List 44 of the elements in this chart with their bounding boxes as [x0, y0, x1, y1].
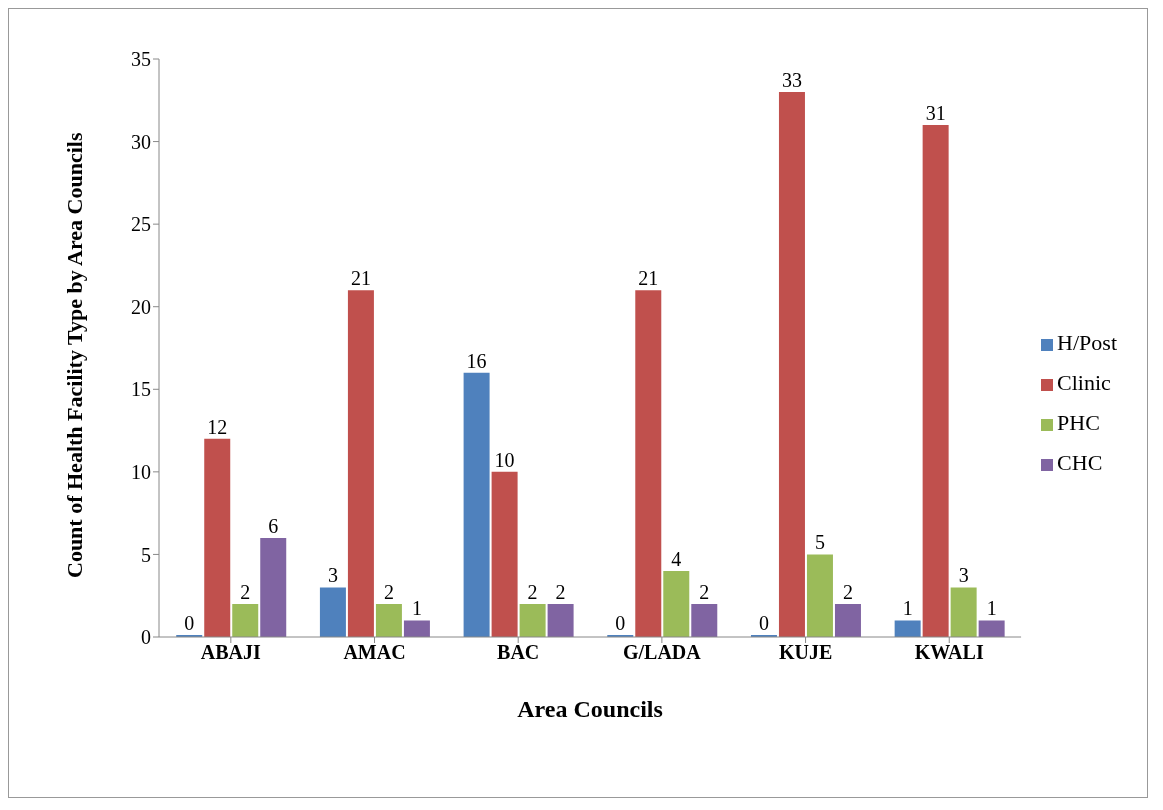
data-label: 1: [902, 597, 913, 620]
data-label: 1: [411, 597, 422, 620]
x-tick-label: KUJE: [778, 641, 833, 664]
data-label: 5: [814, 531, 825, 554]
legend-label: CHC: [1057, 450, 1103, 475]
data-label: 12: [207, 415, 228, 438]
legend-label: Clinic: [1057, 370, 1111, 395]
data-label: 16: [466, 349, 487, 372]
y-tick-label: 35: [131, 48, 151, 71]
legend-label: H/Post: [1057, 330, 1117, 355]
data-label: 2: [555, 580, 566, 603]
data-label: 10: [494, 448, 515, 471]
x-tick-label: ABAJI: [200, 641, 262, 664]
data-label: 31: [925, 102, 946, 125]
data-label: 0: [184, 612, 195, 634]
x-axis-title: Area Councils: [517, 696, 663, 722]
data-label: 1: [986, 597, 997, 620]
legend-label: PHC: [1057, 410, 1100, 435]
data-label: 3: [958, 564, 969, 587]
y-axis-title: Count of Health Facility Type by Area Councils: [61, 132, 87, 578]
y-tick-label: 25: [131, 213, 151, 236]
data-label: 2: [527, 580, 538, 603]
y-tick-label: 30: [131, 130, 151, 153]
y-tick-label: 10: [131, 460, 151, 483]
y-tick-label: 0: [141, 626, 151, 649]
x-tick-label: BAC: [497, 641, 540, 664]
data-label: 33: [781, 69, 802, 92]
data-label: 0: [758, 612, 769, 634]
data-label: 0: [615, 612, 626, 634]
data-label: 2: [842, 580, 853, 603]
data-label: 4: [671, 547, 682, 570]
y-tick-label: 5: [141, 543, 151, 566]
data-label: 21: [350, 267, 371, 290]
y-tick-label: 15: [131, 378, 151, 401]
x-tick-label: G/LADA: [622, 641, 702, 664]
data-label: 21: [638, 267, 659, 290]
data-label: 2: [240, 580, 251, 603]
x-tick-label: KWALI: [914, 641, 984, 664]
data-label: 2: [699, 580, 710, 603]
data-label: 2: [383, 580, 394, 603]
y-tick-label: 20: [131, 295, 151, 318]
x-tick-label: AMAC: [343, 641, 406, 664]
data-label: 6: [268, 514, 279, 537]
data-label: 3: [327, 564, 338, 587]
